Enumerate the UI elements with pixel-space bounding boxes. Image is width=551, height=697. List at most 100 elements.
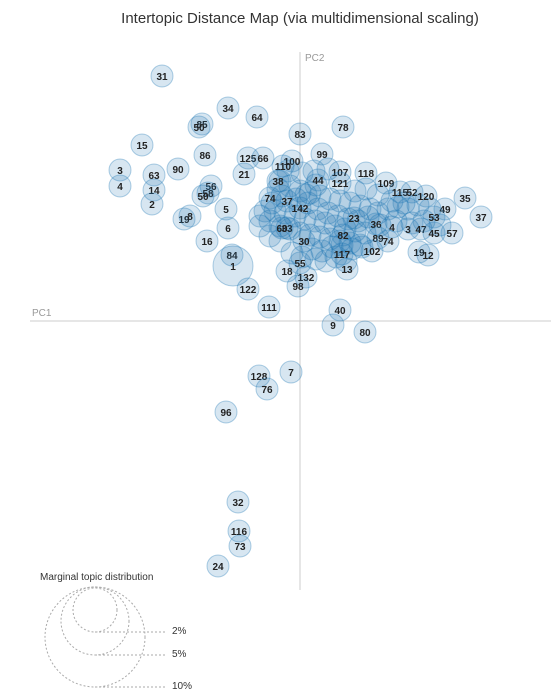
topic-4[interactable]: 4 <box>108 174 132 198</box>
cluster-bubble[interactable] <box>366 201 390 225</box>
topic-32[interactable]: 32 <box>226 490 250 514</box>
topic-50[interactable]: 50 <box>187 115 211 139</box>
topic-132[interactable]: 132 <box>294 265 318 289</box>
topic-115[interactable]: 115 <box>388 180 412 204</box>
topic-bubble[interactable] <box>330 242 354 266</box>
topic-bubble[interactable] <box>422 205 446 229</box>
cluster-bubble[interactable] <box>356 205 380 229</box>
topic-9[interactable]: 9 <box>321 313 345 337</box>
topic-58[interactable]: 58 <box>196 181 220 205</box>
topic-bubble[interactable] <box>400 180 424 204</box>
topic-64[interactable]: 64 <box>245 105 269 129</box>
cluster-bubble[interactable] <box>328 229 352 253</box>
cluster-bubble[interactable] <box>418 197 442 221</box>
topic-bubble[interactable] <box>251 146 275 170</box>
topic-76[interactable]: 76 <box>255 377 279 401</box>
cluster-bubble[interactable] <box>406 193 430 217</box>
topic-bubble[interactable] <box>374 171 398 195</box>
topic-21[interactable]: 21 <box>232 162 256 186</box>
cluster-bubble[interactable] <box>304 173 328 197</box>
cluster-bubble[interactable] <box>338 231 362 255</box>
topic-78[interactable]: 78 <box>331 115 355 139</box>
cluster-bubble[interactable] <box>258 209 282 233</box>
topic-bubble[interactable] <box>196 181 220 205</box>
cluster-bubble[interactable] <box>310 239 334 263</box>
cluster-bubble[interactable] <box>284 187 308 211</box>
cluster-bubble[interactable] <box>278 217 302 241</box>
cluster-bubble[interactable] <box>318 227 342 251</box>
topic-118[interactable]: 118 <box>354 161 378 185</box>
topic-4[interactable]: 4 <box>380 215 404 239</box>
topic-125[interactable]: 125 <box>236 146 260 170</box>
topic-bubble[interactable] <box>353 320 377 344</box>
topic-bubble[interactable] <box>366 226 390 250</box>
cluster-bubble[interactable] <box>358 197 382 221</box>
topic-bubble[interactable] <box>191 184 215 208</box>
topic-bubble[interactable] <box>193 143 217 167</box>
topic-99[interactable]: 99 <box>310 142 334 166</box>
topic-2[interactable]: 2 <box>140 192 164 216</box>
topic-bubble[interactable] <box>258 186 282 210</box>
cluster-bubble[interactable] <box>296 191 320 215</box>
topic-bubble[interactable] <box>142 163 166 187</box>
topic-bubble[interactable] <box>335 257 359 281</box>
cluster-bubble[interactable] <box>376 197 400 221</box>
topic-128[interactable]: 128 <box>247 364 271 388</box>
cluster-bubble[interactable] <box>380 189 404 213</box>
topic-98[interactable]: 98 <box>286 274 310 298</box>
cluster-bubble[interactable] <box>288 179 312 203</box>
cluster-bubble[interactable] <box>268 214 292 238</box>
cluster-bubble[interactable] <box>316 157 340 181</box>
topic-bubble[interactable] <box>220 243 244 267</box>
topic-bubble[interactable] <box>199 174 223 198</box>
cluster-bubble[interactable] <box>276 159 300 183</box>
cluster-bubble[interactable] <box>336 207 360 231</box>
topic-55[interactable]: 55 <box>288 251 312 275</box>
cluster-bubble[interactable] <box>263 199 287 223</box>
topic-85[interactable]: 85 <box>190 112 214 136</box>
topic-122[interactable]: 122 <box>236 277 260 301</box>
topic-bubble[interactable] <box>310 142 334 166</box>
cluster-bubble[interactable] <box>304 247 328 271</box>
cluster-bubble[interactable] <box>386 195 410 219</box>
cluster-bubble[interactable] <box>350 235 374 259</box>
cluster-bubble[interactable] <box>280 241 304 265</box>
topic-52[interactable]: 52 <box>400 180 424 204</box>
topic-bubble[interactable] <box>266 169 290 193</box>
cluster-bubble[interactable] <box>326 204 350 228</box>
cluster-bubble[interactable] <box>248 204 272 228</box>
topic-bubble[interactable] <box>328 298 352 322</box>
cluster-bubble[interactable] <box>300 237 324 261</box>
cluster-bubble[interactable] <box>400 211 424 235</box>
topic-3[interactable]: 3 <box>396 217 420 241</box>
cluster-bubble[interactable] <box>290 245 314 269</box>
topic-bubble[interactable] <box>342 206 366 230</box>
cluster-bubble[interactable] <box>396 197 420 221</box>
topic-bubble[interactable] <box>275 189 299 213</box>
topic-bubble[interactable] <box>280 149 304 173</box>
topic-15[interactable]: 15 <box>130 133 154 157</box>
cluster-bubble[interactable] <box>248 214 272 238</box>
topic-bubble[interactable] <box>227 519 251 543</box>
topic-bubble[interactable] <box>440 221 464 245</box>
topic-bubble[interactable] <box>275 216 299 240</box>
topic-40[interactable]: 40 <box>328 298 352 322</box>
cluster-bubble[interactable] <box>328 189 352 213</box>
cluster-bubble[interactable] <box>318 187 342 211</box>
topic-60[interactable]: 60 <box>270 216 294 240</box>
topic-19[interactable]: 19 <box>172 207 196 231</box>
topic-7[interactable]: 7 <box>279 360 303 384</box>
topic-bubble[interactable] <box>257 295 281 319</box>
topic-bubble[interactable] <box>380 215 404 239</box>
cluster-bubble[interactable] <box>353 221 377 245</box>
topic-96[interactable]: 96 <box>214 400 238 424</box>
topic-102[interactable]: 102 <box>360 239 384 263</box>
topic-24[interactable]: 24 <box>206 554 230 578</box>
topic-109[interactable]: 109 <box>374 171 398 195</box>
cluster-bubble[interactable] <box>308 225 332 249</box>
topic-84[interactable]: 84 <box>220 243 244 267</box>
topic-107[interactable]: 107 <box>328 160 352 184</box>
topic-110[interactable]: 110 <box>271 154 295 178</box>
topic-bubble[interactable] <box>292 229 316 253</box>
cluster-bubble[interactable] <box>266 177 290 201</box>
